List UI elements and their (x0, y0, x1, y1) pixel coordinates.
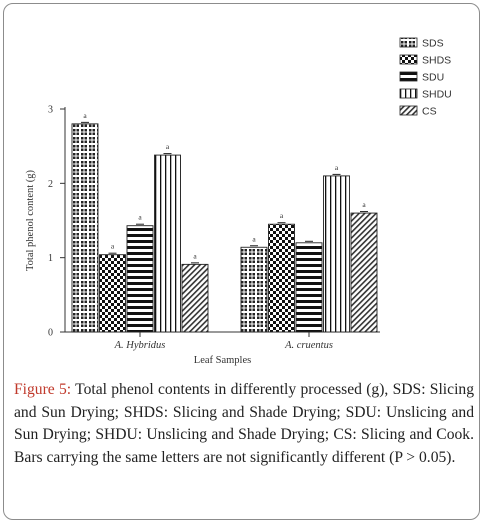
bar-significance-label: a (166, 142, 170, 151)
x-tick-label: A. cruentus (284, 340, 333, 351)
legend-swatch-sds (399, 37, 418, 48)
bar-cs-2 (350, 212, 378, 333)
y-tick-label: 2 (48, 179, 53, 190)
legend-swatch-sdu (399, 71, 418, 82)
bar-cs-1 (181, 263, 209, 333)
figure-caption: Figure 5: Total phenol contents in diffe… (14, 379, 474, 469)
x-axis-label: Leaf Samples (194, 355, 251, 366)
legend-label-sds: SDS (422, 38, 444, 50)
bar-sds-2 (240, 246, 268, 333)
caption-text: Total phenol contents in differently pro… (14, 381, 474, 466)
y-tick-label: 0 (48, 328, 53, 339)
legend-swatch-cs (399, 105, 418, 116)
bar-sds-1 (71, 123, 99, 333)
legend-swatch-shdu (399, 88, 418, 99)
bar-sdu-1 (126, 225, 154, 333)
bar-significance-label: a (362, 200, 366, 209)
legend-label-shdu: SHDU (422, 89, 452, 101)
legend-label-sdu: SDU (422, 72, 444, 84)
bar-shds-1 (99, 254, 126, 333)
bar-significance-label: a (335, 163, 339, 172)
bar-significance-label: a (138, 213, 142, 222)
caption-label: Figure 5: (14, 381, 72, 398)
bar-significance-label: a (280, 211, 284, 220)
bar-shdu-1 (154, 154, 181, 333)
legend-label-cs: CS (422, 106, 437, 118)
plot-area: 0 1 2 3 Total phenol content (g) a a a a a a a a a A. … (25, 105, 380, 366)
bar-shdu-2 (323, 175, 350, 333)
bar-shds-2 (268, 223, 295, 333)
legend: SDS SHDS SDU SHDU CS (399, 37, 452, 118)
bar-significance-label: a (83, 111, 87, 120)
bar-sdu-2 (295, 242, 323, 333)
bar-significance-label: a (252, 234, 256, 243)
bar-chart: 0 1 2 3 Total phenol content (g) a a a a a a a a a A. … (25, 37, 452, 367)
y-axis-label: Total phenol content (g) (25, 169, 36, 271)
legend-label-shds: SHDS (422, 55, 451, 67)
bar-significance-label: a (193, 251, 197, 260)
x-tick-label: A. Hybridus (114, 340, 166, 351)
y-tick-label: 3 (48, 105, 53, 116)
bar-significance-label: a (111, 242, 115, 251)
y-tick-label: 1 (48, 253, 53, 264)
legend-swatch-shds (399, 54, 418, 65)
